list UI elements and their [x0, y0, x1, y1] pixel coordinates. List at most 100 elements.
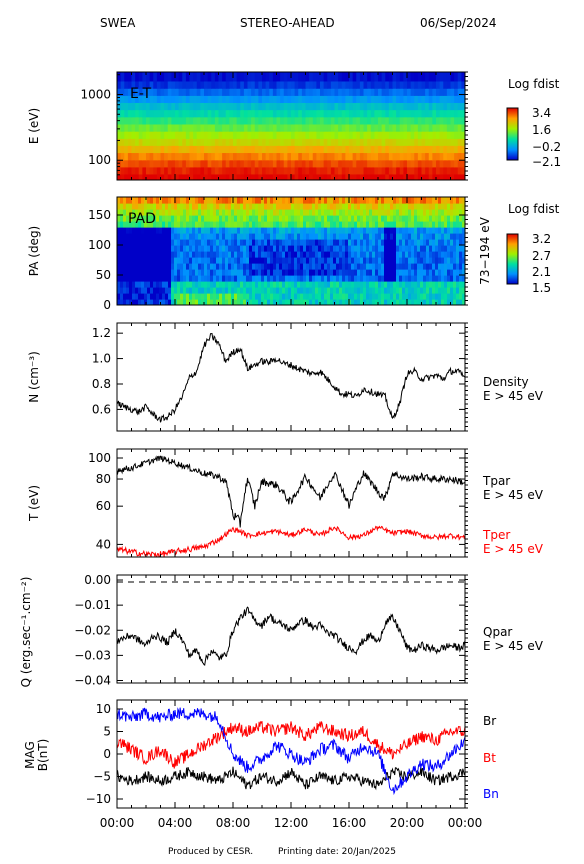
- pad-cell: [219, 203, 223, 210]
- energy-cell: [381, 173, 386, 180]
- energy-cell: [149, 173, 154, 180]
- pad-cell: [327, 263, 331, 270]
- pad-cell: [294, 221, 298, 228]
- energy-cell: [182, 131, 187, 139]
- energy-cell: [142, 131, 147, 139]
- energy-cell: [233, 159, 238, 168]
- pad-cell: [459, 275, 463, 282]
- energy-cell: [233, 123, 238, 132]
- pad-cell: [210, 263, 214, 270]
- energy-cell: [374, 102, 379, 111]
- pad-cell: [414, 209, 418, 216]
- pad-cell: [459, 221, 463, 228]
- pad-cell: [384, 221, 388, 228]
- energy-cell: [334, 152, 339, 161]
- energy-cell: [153, 173, 158, 180]
- energy-cell: [171, 138, 176, 146]
- energy-cell: [127, 102, 133, 111]
- pad-cell: [210, 245, 214, 252]
- pad-cell: [330, 287, 334, 294]
- energy-cell: [272, 102, 278, 111]
- energy-cell: [207, 88, 212, 96]
- pad-cell: [246, 197, 250, 204]
- energy-cell: [381, 152, 386, 161]
- energy-cell: [410, 72, 415, 82]
- pad-cell: [129, 269, 133, 276]
- time-tick-label: 20:00: [390, 816, 425, 830]
- pad-cell: [225, 269, 229, 276]
- pad-cell: [210, 233, 214, 240]
- pad-cell: [117, 251, 121, 258]
- energy-cell: [316, 95, 321, 103]
- energy-cell: [330, 80, 336, 89]
- pad-cell: [246, 245, 250, 252]
- energy-cell: [294, 123, 299, 132]
- energy-cell: [272, 131, 278, 139]
- pad-cell: [243, 215, 247, 222]
- pad-cell: [291, 251, 295, 258]
- pad-cell: [444, 203, 448, 210]
- pad-cell: [201, 203, 205, 210]
- pad-cell: [174, 293, 178, 300]
- energy-cell: [421, 131, 426, 139]
- energy-cell: [341, 145, 346, 154]
- pad-cell: [396, 287, 400, 294]
- energy-cell: [356, 145, 361, 154]
- pad-colorbar-label: 1.5: [532, 281, 551, 295]
- energy-cell: [222, 116, 227, 125]
- pad-cell: [129, 275, 133, 282]
- pad-cell: [123, 233, 127, 240]
- pad-cell: [204, 287, 208, 294]
- energy-cell: [272, 123, 278, 132]
- energy-cell: [153, 95, 158, 103]
- energy-cell: [120, 166, 125, 175]
- energy-cell: [443, 80, 448, 89]
- pad-cell: [168, 281, 172, 288]
- energy-cell: [443, 152, 448, 161]
- energy-cell: [171, 80, 176, 89]
- energy-cell: [396, 145, 401, 154]
- pad-cell: [381, 251, 385, 258]
- pad-cell: [258, 221, 262, 228]
- energy-cell: [381, 138, 386, 146]
- energy-cell: [323, 166, 328, 175]
- pad-cell: [444, 197, 448, 204]
- energy-cell: [185, 123, 191, 132]
- pad-cell: [303, 245, 307, 252]
- energy-cell: [370, 116, 375, 125]
- pad-cell: [198, 209, 202, 216]
- pad-cell: [450, 269, 454, 276]
- pad-cell: [222, 233, 226, 240]
- pad-cell: [423, 293, 427, 300]
- energy-cell: [410, 102, 415, 111]
- pad-cell: [435, 203, 439, 210]
- pad-cell: [126, 209, 130, 216]
- pad-cell: [291, 275, 295, 282]
- energy-cell: [182, 95, 187, 103]
- energy-cell: [454, 109, 459, 118]
- energy-cell: [167, 72, 172, 82]
- pad-cell: [375, 233, 379, 240]
- pad-cell: [192, 287, 196, 294]
- energy-cell: [254, 159, 259, 168]
- energy-cell: [276, 145, 281, 154]
- pad-cell: [327, 227, 331, 234]
- energy-cell: [291, 152, 296, 161]
- pad-cell: [201, 209, 205, 216]
- instrument-label: SWEA: [100, 16, 136, 30]
- energy-cell: [450, 152, 455, 161]
- energy-cell: [294, 159, 299, 168]
- energy-cell: [182, 159, 187, 168]
- energy-cell: [193, 80, 198, 89]
- pad-cell: [339, 269, 343, 276]
- energy-cell: [225, 173, 230, 180]
- pad-cell: [456, 275, 460, 282]
- pad-cell: [315, 227, 319, 234]
- pad-cell: [399, 299, 403, 305]
- energy-cell: [193, 95, 198, 103]
- energy-cell: [291, 173, 296, 180]
- energy-cell: [352, 116, 357, 125]
- pad-cell: [192, 245, 196, 252]
- energy-cell: [243, 88, 249, 96]
- energy-cell: [146, 123, 151, 132]
